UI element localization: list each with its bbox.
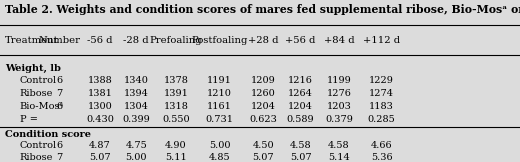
Text: 1264: 1264 bbox=[288, 89, 313, 98]
Text: 0.399: 0.399 bbox=[122, 115, 150, 124]
Text: Postfoaling: Postfoaling bbox=[191, 36, 248, 46]
Text: 5.07: 5.07 bbox=[252, 153, 274, 162]
Text: 0.379: 0.379 bbox=[325, 115, 353, 124]
Text: Bio-Mosᵃ: Bio-Mosᵃ bbox=[20, 102, 64, 111]
Text: 1381: 1381 bbox=[87, 89, 112, 98]
Text: 1378: 1378 bbox=[163, 76, 188, 86]
Text: Weight, lb: Weight, lb bbox=[5, 64, 61, 73]
Text: P =: P = bbox=[20, 115, 37, 124]
Text: 0.589: 0.589 bbox=[287, 115, 315, 124]
Text: 0.623: 0.623 bbox=[249, 115, 277, 124]
Text: 6: 6 bbox=[56, 141, 62, 150]
Text: 1260: 1260 bbox=[251, 89, 276, 98]
Text: Treatment: Treatment bbox=[5, 36, 59, 46]
Text: Number: Number bbox=[38, 36, 80, 46]
Text: +112 d: +112 d bbox=[363, 36, 400, 46]
Text: 5.14: 5.14 bbox=[328, 153, 350, 162]
Text: 6: 6 bbox=[56, 76, 62, 86]
Text: 5.07: 5.07 bbox=[290, 153, 311, 162]
Text: 4.50: 4.50 bbox=[252, 141, 274, 150]
Text: 1276: 1276 bbox=[327, 89, 352, 98]
Text: 1274: 1274 bbox=[369, 89, 394, 98]
Text: 0.550: 0.550 bbox=[162, 115, 190, 124]
Text: 1203: 1203 bbox=[327, 102, 352, 111]
Text: 1199: 1199 bbox=[327, 76, 352, 86]
Text: 1304: 1304 bbox=[124, 102, 149, 111]
Text: +84 d: +84 d bbox=[324, 36, 354, 46]
Text: Control: Control bbox=[20, 141, 57, 150]
Text: 5.11: 5.11 bbox=[165, 153, 187, 162]
Text: 4.90: 4.90 bbox=[165, 141, 187, 150]
Text: 4.58: 4.58 bbox=[290, 141, 311, 150]
Text: 0.430: 0.430 bbox=[86, 115, 114, 124]
Text: 4.75: 4.75 bbox=[125, 141, 147, 150]
Text: Prefoaling: Prefoaling bbox=[149, 36, 202, 46]
Text: 7: 7 bbox=[56, 89, 62, 98]
Text: 4.66: 4.66 bbox=[371, 141, 393, 150]
Text: 5.36: 5.36 bbox=[371, 153, 393, 162]
Text: 1191: 1191 bbox=[207, 76, 232, 86]
Text: 1210: 1210 bbox=[207, 89, 232, 98]
Text: 1183: 1183 bbox=[369, 102, 394, 111]
Text: 1161: 1161 bbox=[207, 102, 232, 111]
Text: 0.731: 0.731 bbox=[205, 115, 233, 124]
Text: 1300: 1300 bbox=[87, 102, 112, 111]
Text: +28 d: +28 d bbox=[248, 36, 278, 46]
Text: +56 d: +56 d bbox=[285, 36, 316, 46]
Text: Condition score: Condition score bbox=[5, 130, 91, 139]
Text: 0.285: 0.285 bbox=[368, 115, 396, 124]
Text: Control: Control bbox=[20, 76, 57, 86]
Text: 1204: 1204 bbox=[251, 102, 276, 111]
Text: 4.85: 4.85 bbox=[209, 153, 230, 162]
Text: 5.07: 5.07 bbox=[89, 153, 111, 162]
Text: 4.87: 4.87 bbox=[89, 141, 111, 150]
Text: Ribose: Ribose bbox=[20, 153, 53, 162]
Text: 6: 6 bbox=[56, 102, 62, 111]
Text: 1229: 1229 bbox=[369, 76, 394, 86]
Text: 1388: 1388 bbox=[87, 76, 112, 86]
Text: 1394: 1394 bbox=[124, 89, 149, 98]
Text: 7: 7 bbox=[56, 153, 62, 162]
Text: 5.00: 5.00 bbox=[125, 153, 147, 162]
Text: 1318: 1318 bbox=[163, 102, 188, 111]
Text: -28 d: -28 d bbox=[123, 36, 149, 46]
Text: 1391: 1391 bbox=[163, 89, 188, 98]
Text: Ribose: Ribose bbox=[20, 89, 53, 98]
Text: 1204: 1204 bbox=[288, 102, 313, 111]
Text: 4.58: 4.58 bbox=[328, 141, 350, 150]
Text: 1340: 1340 bbox=[124, 76, 149, 86]
Text: 1209: 1209 bbox=[251, 76, 276, 86]
Text: Table 2. Weights and condition scores of mares fed supplemental ribose, Bio-Mosᵃ: Table 2. Weights and condition scores of… bbox=[5, 4, 520, 15]
Text: 1216: 1216 bbox=[288, 76, 313, 86]
Text: 5.00: 5.00 bbox=[209, 141, 230, 150]
Text: -56 d: -56 d bbox=[87, 36, 113, 46]
